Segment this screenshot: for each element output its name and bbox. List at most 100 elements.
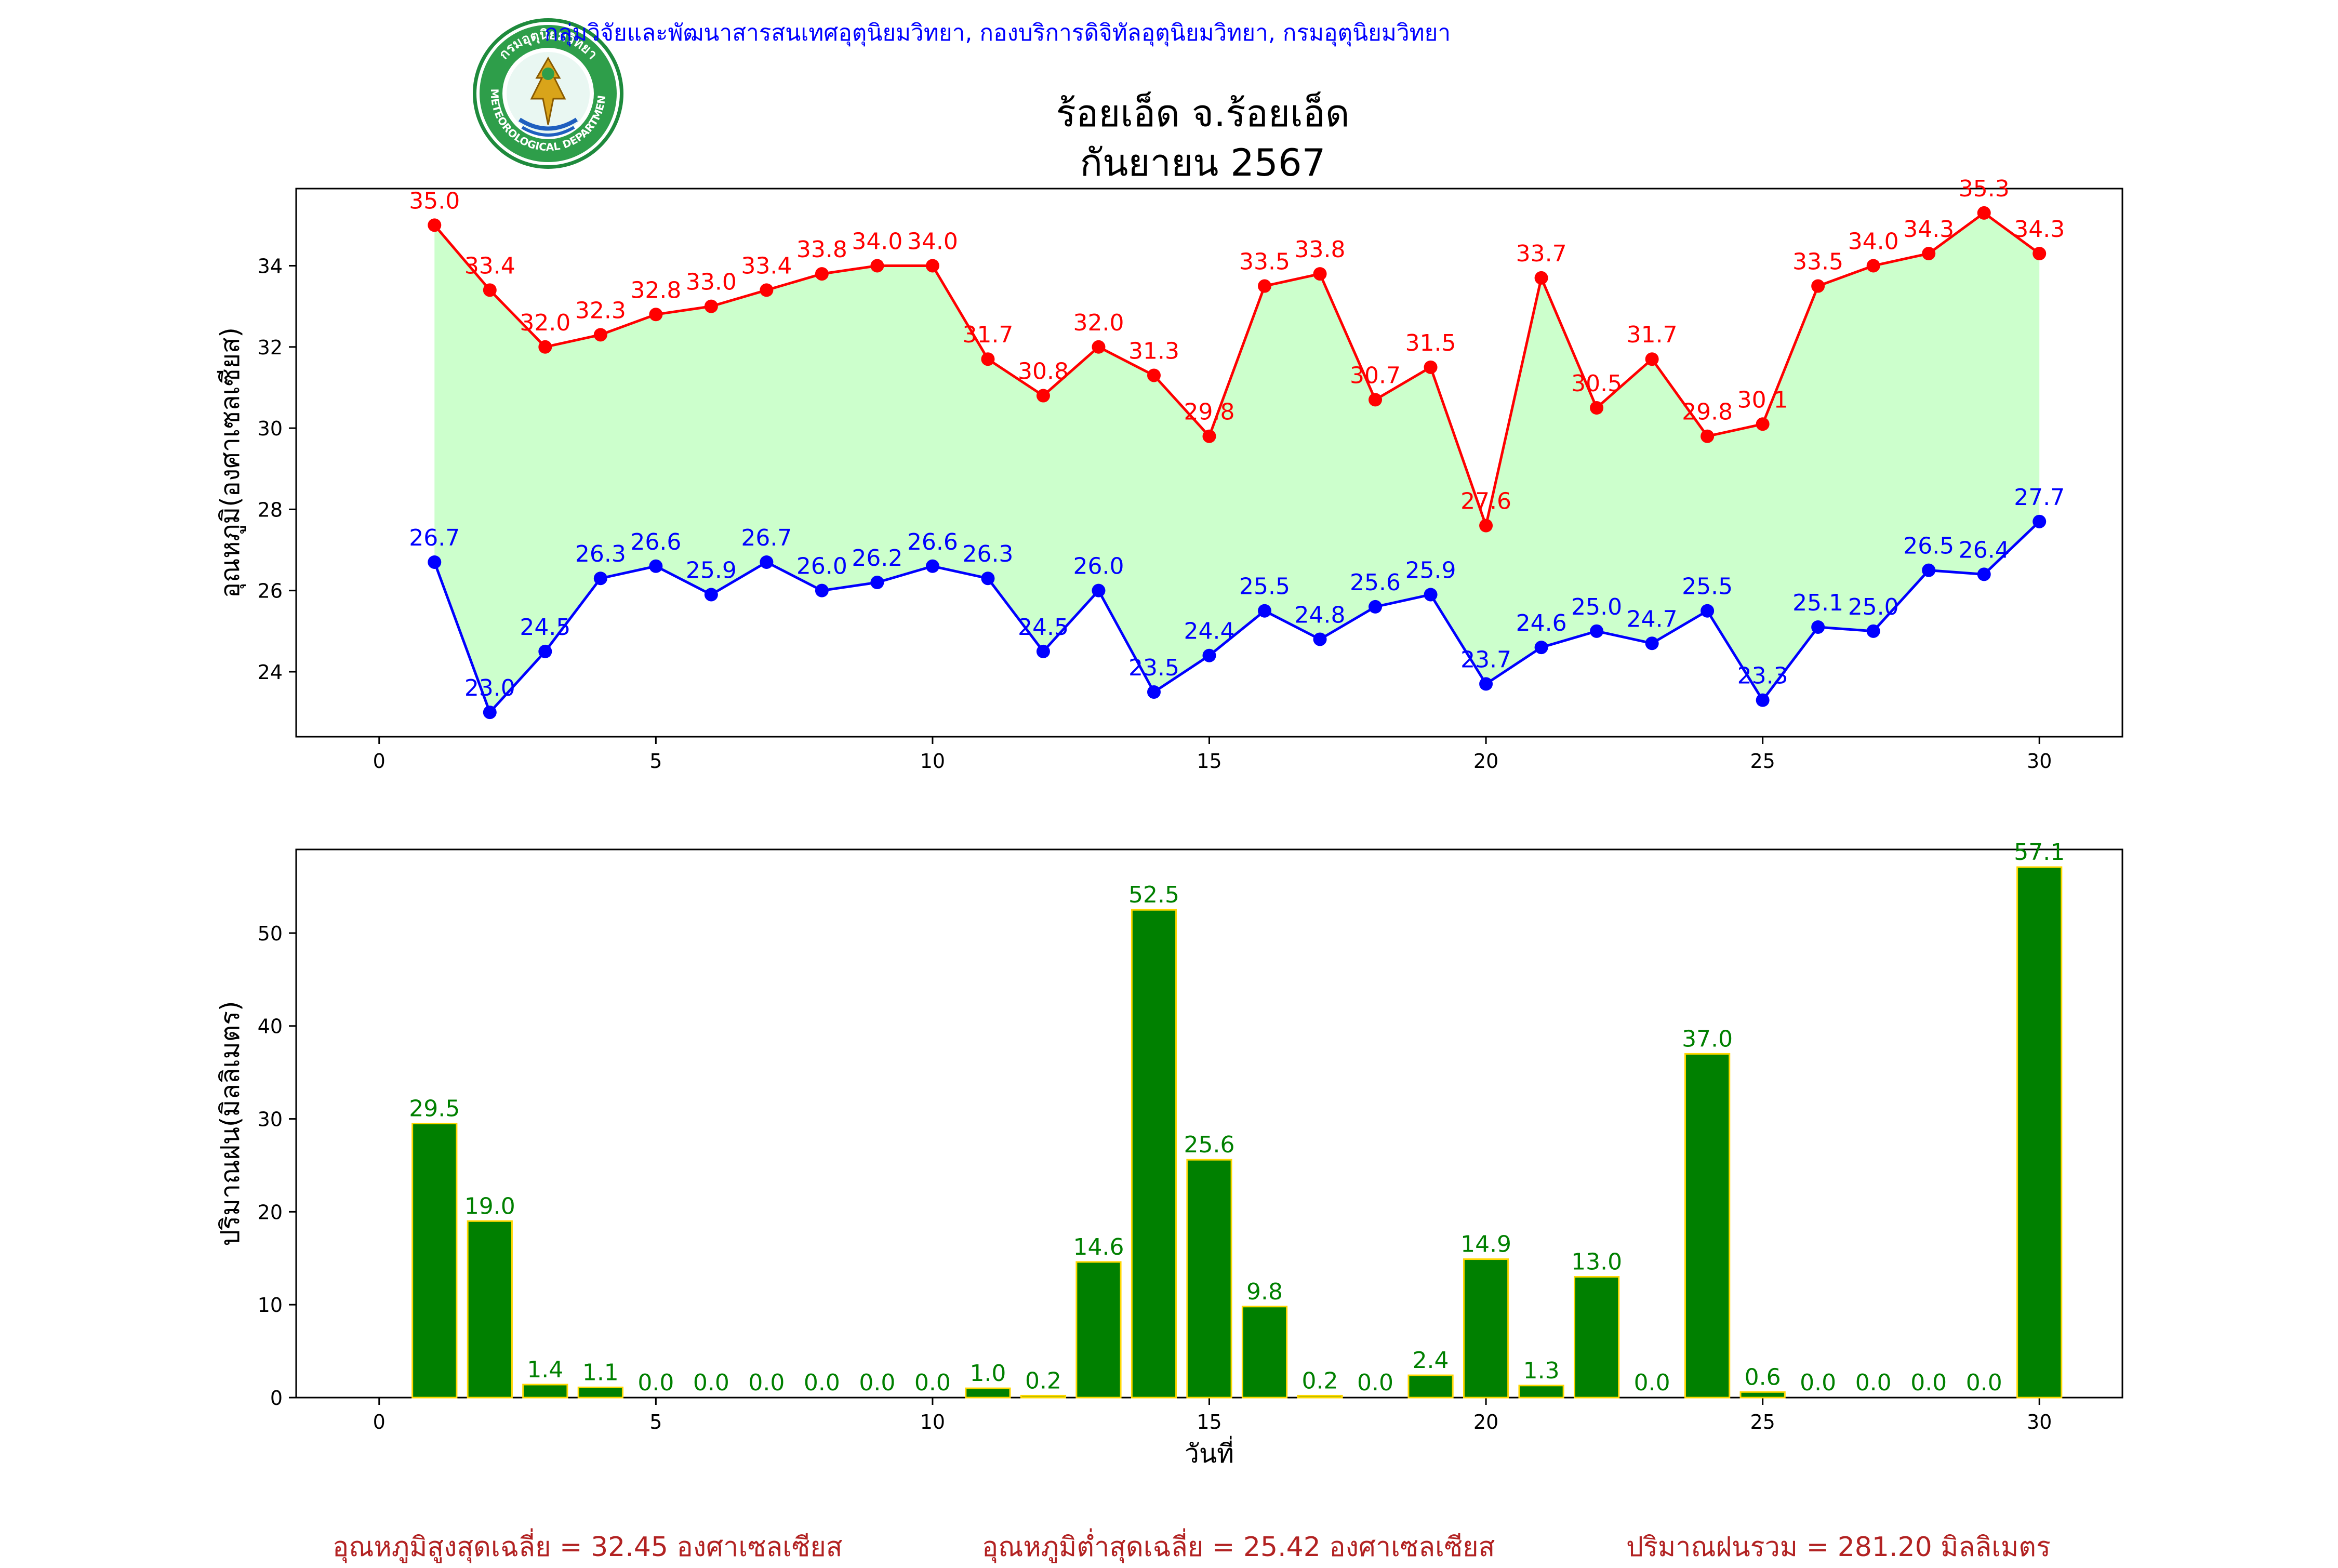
max-temperature-point xyxy=(1701,429,1715,443)
max-temperature-point xyxy=(649,308,663,322)
max-temperature-label: 31.5 xyxy=(1405,330,1456,356)
min-temperature-label: 23.5 xyxy=(1128,655,1179,681)
rainfall-bar-label: 0.0 xyxy=(1800,1370,1836,1396)
rainfall-bar-label: 1.0 xyxy=(969,1360,1006,1387)
max-temperature-point xyxy=(1092,340,1106,354)
min-temperature-point xyxy=(538,644,552,658)
min-temperature-label: 26.5 xyxy=(1903,533,1954,560)
rainfall-bar xyxy=(1518,1385,1564,1399)
max-temperature-label: 33.8 xyxy=(796,236,847,263)
min-temperature-label: 25.1 xyxy=(1792,590,1843,616)
rainfall-bar-label: 0.0 xyxy=(1357,1370,1393,1396)
min-temperature-label: 24.4 xyxy=(1184,618,1235,645)
temp-y-tick-label: 24 xyxy=(258,661,283,684)
average-min-temperature: อุณหภูมิต่ำสุดเฉลี่ย = 25.42 องศาเซลเซีย… xyxy=(982,1532,1495,1563)
max-temperature-label: 31.7 xyxy=(962,322,1013,348)
rainfall-bar xyxy=(965,1387,1011,1399)
max-temperature-label: 33.8 xyxy=(1295,236,1346,263)
chart-title-station: ร้อยเอ็ด จ.ร้อยเอ็ด xyxy=(1056,91,1350,135)
max-temperature-point xyxy=(704,299,718,313)
min-temperature-point xyxy=(1424,588,1438,602)
rainfall-bar-label: 14.6 xyxy=(1073,1234,1124,1260)
max-temperature-label: 32.8 xyxy=(630,277,681,303)
max-temperature-label: 33.4 xyxy=(464,253,515,279)
rainfall-bar-label: 0.0 xyxy=(693,1370,729,1396)
min-temperature-point xyxy=(649,559,663,573)
min-temperature-point xyxy=(428,555,442,569)
max-temperature-label: 32.0 xyxy=(1073,310,1124,336)
temp-y-axis-label: อุณหภูมิ(องศาเซลเซียส) xyxy=(215,327,246,598)
max-temperature-label: 35.0 xyxy=(409,188,460,214)
min-temperature-point xyxy=(1147,685,1161,699)
rainfall-bar xyxy=(1684,1053,1731,1399)
max-temperature-label: 30.7 xyxy=(1350,362,1401,389)
max-temperature-label: 32.0 xyxy=(520,310,570,336)
max-temperature-point xyxy=(1479,519,1493,533)
rainfall-bar-label: 0.0 xyxy=(1855,1370,1892,1396)
temp-x-tick-label: 10 xyxy=(920,750,945,773)
temp-x-tick-label: 5 xyxy=(649,750,662,773)
min-temperature-label: 26.6 xyxy=(630,529,681,555)
min-temperature-label: 26.6 xyxy=(907,529,958,555)
min-temperature-label: 26.7 xyxy=(409,525,460,551)
rainfall-bar-label: 13.0 xyxy=(1571,1249,1622,1275)
rainfall-bar-label: 29.5 xyxy=(409,1096,460,1122)
rainfall-bar-label: 9.8 xyxy=(1246,1279,1283,1305)
rainfall-bar xyxy=(1131,909,1177,1399)
max-temperature-label: 34.3 xyxy=(1903,216,1954,243)
rainfall-bar-label: 19.0 xyxy=(464,1193,515,1219)
max-temperature-point xyxy=(483,283,497,297)
rainfall-bar xyxy=(2016,866,2063,1399)
max-temperature-point xyxy=(1147,368,1161,382)
rainfall-bar-label: 0.0 xyxy=(637,1370,674,1396)
min-temperature-point xyxy=(593,572,607,586)
temp-x-tick-label: 0 xyxy=(373,750,386,773)
max-temperature-line xyxy=(433,211,2040,530)
rain-y-tick-label: 40 xyxy=(258,1015,283,1038)
min-temperature-label: 25.0 xyxy=(1571,594,1622,620)
max-temperature-point xyxy=(1756,417,1770,431)
min-temperature-label: 24.7 xyxy=(1627,606,1678,632)
max-temperature-label: 35.3 xyxy=(1959,176,2010,202)
min-temperature-point xyxy=(1534,641,1548,655)
max-temperature-point xyxy=(1534,271,1548,285)
min-temperature-label: 25.5 xyxy=(1239,574,1290,600)
rainfall-bar xyxy=(1186,1159,1232,1399)
temp-y-tick-label: 30 xyxy=(258,417,283,440)
rainfall-bar-label: 0.0 xyxy=(1634,1370,1670,1396)
rainfall-bar xyxy=(1574,1276,1620,1399)
min-temperature-label: 27.7 xyxy=(2014,484,2065,511)
rainfall-bar-label: 0.2 xyxy=(1025,1367,1061,1394)
temp-x-tick-label: 20 xyxy=(1473,750,1498,773)
min-temperature-label: 26.0 xyxy=(1073,553,1124,580)
rainfall-bar-label: 1.3 xyxy=(1523,1358,1560,1384)
min-temperature-point xyxy=(925,559,939,573)
min-temperature-label: 25.0 xyxy=(1848,594,1899,620)
max-temperature-point xyxy=(2033,247,2047,261)
total-rainfall: ปริมาณฝนรวม = 281.20 มิลลิเมตร xyxy=(1626,1532,2051,1563)
max-temperature-point xyxy=(1036,389,1050,403)
min-temperature-point xyxy=(1922,563,1936,577)
min-temperature-label: 23.3 xyxy=(1737,663,1788,689)
organization-line: กลุ่มวิจัยและพัฒนาสารสนเทศอุตุนิยมวิทยา,… xyxy=(544,20,1451,46)
max-temperature-point xyxy=(1313,267,1327,281)
max-temperature-point xyxy=(1590,401,1604,415)
max-temperature-label: 27.6 xyxy=(1460,488,1511,515)
rainfall-bar-label: 2.4 xyxy=(1413,1347,1449,1374)
min-temperature-label: 25.9 xyxy=(1405,557,1456,583)
min-temperature-label: 26.3 xyxy=(962,541,1013,567)
min-temperature-point xyxy=(981,572,995,586)
max-temperature-label: 33.0 xyxy=(686,269,737,296)
min-temperature-point xyxy=(1977,567,1991,581)
max-temperature-point xyxy=(1645,352,1659,366)
max-temperature-label: 34.0 xyxy=(907,228,958,255)
min-temperature-line xyxy=(433,521,2040,715)
min-temperature-point xyxy=(1092,583,1106,597)
rainfall-bar-label: 0.0 xyxy=(804,1370,840,1396)
min-temperature-point xyxy=(483,706,497,720)
max-temperature-label: 30.1 xyxy=(1737,387,1788,413)
min-temperature-point xyxy=(1369,600,1383,614)
min-temperature-label: 23.0 xyxy=(464,675,515,701)
min-temperature-point xyxy=(1036,644,1050,658)
min-temperature-point xyxy=(1258,604,1272,618)
